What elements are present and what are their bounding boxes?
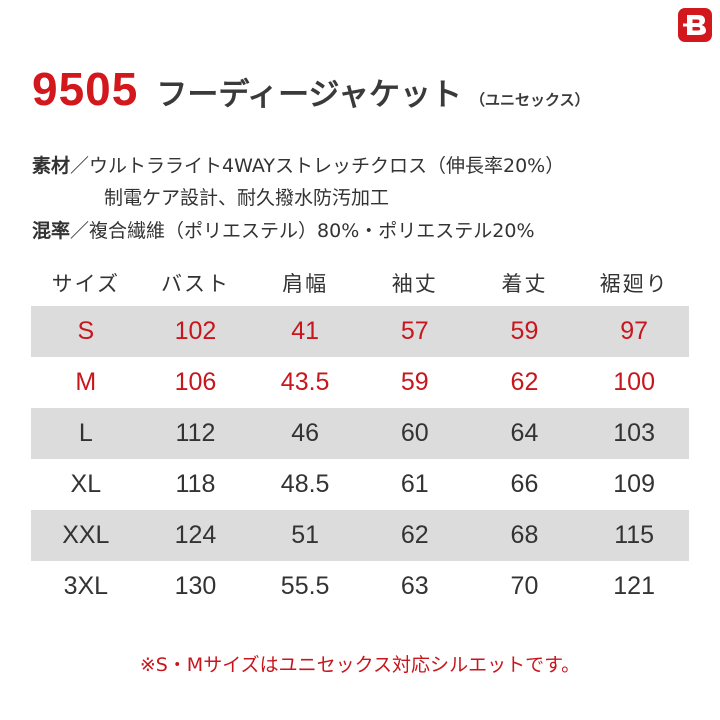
size-table-header: サイズ バスト 肩幅 袖丈 着丈 裾廻り [31,260,689,306]
cell-size: M [75,368,97,396]
product-title: 9505 フーディージャケット （ユニセックス） [32,62,590,116]
material-separator: ／ [70,155,90,177]
cell-length: 66 [510,470,539,498]
material-label: 素材 [32,155,71,177]
brand-b-logo-icon [678,8,712,42]
blend-spec: 混率／複合繊維（ポリエステル）80%・ポリエステル20% [32,216,535,243]
cell-bust: 124 [140,510,251,561]
table-row: XXL 124 51 62 68 115 [31,510,689,561]
material-line1: ウルトラライト4WAYストレッチクロス（伸長率20%） [89,155,565,177]
cell-length: 62 [510,368,539,396]
cell-size: 3XL [63,572,109,600]
cell-size: XL [70,470,102,498]
cell-bust: 118 [175,470,216,498]
cell-sleeve: 57 [359,306,470,357]
cell-size: XXL [31,510,141,561]
material-spec-line2: 制電ケア設計、耐久撥水防汚加工 [104,183,389,210]
cell-bust: 102 [140,306,251,357]
blend-separator: ／ [70,220,90,242]
cell-length: 64 [469,408,580,459]
unisex-note: ※S・Mサイズはユニセックス対応シルエットです。 [139,654,581,676]
header-bust: バスト [160,272,230,296]
size-table: サイズ バスト 肩幅 袖丈 着丈 裾廻り S 102 41 57 59 97 M… [31,260,689,612]
cell-hem: 103 [579,408,689,459]
cell-hem: 109 [613,470,655,498]
cell-length: 59 [469,306,580,357]
cell-hem: 100 [613,368,655,396]
blend-text: 複合繊維（ポリエステル）80%・ポリエステル20% [89,220,535,242]
cell-shoulder: 55.5 [280,572,330,600]
material-spec: 素材／ウルトラライト4WAYストレッチクロス（伸長率20%） [32,151,564,178]
cell-size: L [31,408,141,459]
table-row: L 112 46 60 64 103 [31,408,689,459]
blend-label: 混率 [32,220,71,242]
cell-shoulder: 51 [250,510,360,561]
header-hem: 裾廻り [599,272,669,296]
cell-sleeve: 60 [359,408,470,459]
product-name: フーディージャケット [156,77,463,113]
cell-shoulder: 48.5 [280,470,330,498]
cell-length: 68 [469,510,580,561]
cell-hem: 97 [579,306,689,357]
cell-sleeve: 61 [400,470,429,498]
cell-shoulder: 41 [250,306,360,357]
model-number: 9505 [32,63,139,115]
cell-shoulder: 46 [250,408,360,459]
cell-hem: 115 [579,510,689,561]
table-row: XL 118 48.5 61 66 109 [31,459,689,510]
material-line2: 制電ケア設計、耐久撥水防汚加工 [104,187,390,209]
cell-hem: 121 [613,572,655,600]
cell-sleeve: 62 [359,510,470,561]
header-sleeve: 袖丈 [391,272,438,296]
cell-sleeve: 59 [400,368,429,396]
cell-size: S [31,306,141,357]
cell-sleeve: 63 [400,572,429,600]
table-row: M 106 43.5 59 62 100 [31,357,689,408]
cell-length: 70 [510,572,539,600]
cell-shoulder: 43.5 [280,368,330,396]
cell-bust: 112 [140,408,251,459]
cell-bust: 130 [174,572,217,600]
table-row: S 102 41 57 59 97 [31,306,689,357]
header-shoulder: 肩幅 [282,272,329,296]
table-row: 3XL 130 55.5 63 70 121 [31,561,689,612]
header-length: 着丈 [501,272,548,296]
header-size: サイズ [51,272,121,296]
unisex-label: （ユニセックス） [470,91,590,109]
cell-bust: 106 [174,368,217,396]
